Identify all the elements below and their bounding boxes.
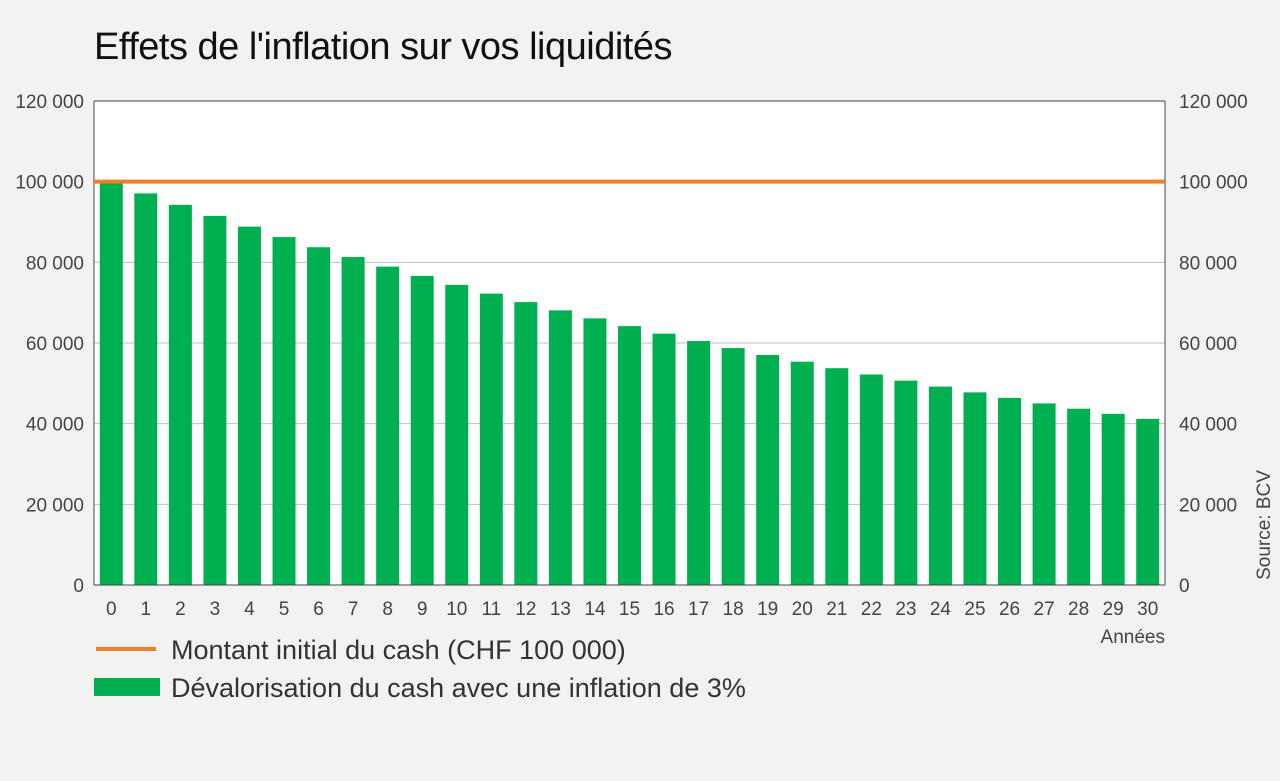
- bar: [894, 380, 918, 585]
- bar: [514, 302, 538, 585]
- x-tick: 25: [964, 599, 985, 620]
- x-tick: 7: [348, 599, 359, 620]
- x-tick: 12: [515, 599, 536, 620]
- x-tick: 21: [826, 599, 847, 620]
- x-tick: 17: [688, 599, 709, 620]
- bar: [134, 193, 158, 585]
- y-tick-left: 100 000: [15, 173, 84, 194]
- x-tick: 20: [792, 599, 813, 620]
- legend-label-bar: Dévalorisation du cash avec une inflatio…: [171, 673, 746, 703]
- bar: [1136, 418, 1160, 585]
- bar: [859, 374, 883, 585]
- bar: [376, 266, 400, 585]
- legend-bar-swatch: [94, 678, 160, 696]
- bar: [998, 397, 1022, 585]
- bar: [756, 354, 780, 585]
- x-tick: 3: [210, 599, 221, 620]
- bar: [721, 348, 745, 585]
- bar: [825, 368, 849, 585]
- x-tick: 28: [1068, 599, 1089, 620]
- bar: [928, 386, 952, 585]
- x-tick: 29: [1103, 599, 1124, 620]
- bar: [203, 215, 227, 585]
- bar: [307, 247, 331, 585]
- x-tick: 22: [861, 599, 882, 620]
- x-tick: 0: [106, 599, 117, 620]
- x-tick: 24: [930, 599, 952, 620]
- x-tick: 27: [1034, 599, 1055, 620]
- legend-label-line: Montant initial du cash (CHF 100 000): [171, 635, 626, 665]
- x-tick: 15: [619, 599, 640, 620]
- y-tick-right: 60 000: [1179, 334, 1237, 355]
- x-tick: 4: [244, 599, 255, 620]
- bar: [341, 257, 365, 585]
- bar: [687, 340, 711, 585]
- bar: [99, 181, 123, 585]
- x-tick: 30: [1137, 599, 1158, 620]
- x-tick: 6: [313, 599, 324, 620]
- bar: [583, 318, 607, 585]
- bar: [652, 333, 676, 585]
- x-tick: 19: [757, 599, 778, 620]
- x-tick: 14: [584, 599, 606, 620]
- x-tick: 26: [999, 599, 1020, 620]
- y-tick-left: 40 000: [26, 415, 84, 436]
- bar: [479, 293, 503, 585]
- y-tick-right: 100 000: [1179, 173, 1248, 194]
- x-tick: 2: [175, 599, 186, 620]
- bar: [1032, 403, 1056, 585]
- x-tick: 9: [417, 599, 428, 620]
- bar: [790, 361, 814, 585]
- y-tick-left: 60 000: [26, 334, 84, 355]
- x-tick: 13: [550, 599, 571, 620]
- y-tick-left: 20 000: [26, 495, 84, 516]
- x-tick: 5: [279, 599, 290, 620]
- bar: [963, 392, 987, 585]
- y-tick-right: 20 000: [1179, 495, 1237, 516]
- bar: [618, 326, 641, 585]
- x-tick: 11: [481, 599, 501, 620]
- x-tick: 23: [895, 599, 916, 620]
- bar: [410, 275, 434, 585]
- bar: [548, 310, 572, 585]
- x-axis-label: Années: [1101, 627, 1165, 648]
- x-tick: 10: [446, 599, 467, 620]
- y-tick-left: 80 000: [26, 253, 84, 274]
- y-tick-right: 120 000: [1179, 92, 1248, 113]
- x-tick: 18: [723, 599, 744, 620]
- y-tick-right: 80 000: [1179, 253, 1237, 274]
- bar: [237, 226, 261, 585]
- y-tick-left: 120 000: [15, 92, 84, 113]
- chart-title: Effets de l'inflation sur vos liquidités: [94, 26, 672, 68]
- bar: [1101, 413, 1125, 585]
- y-tick-right: 0: [1179, 576, 1190, 597]
- bar: [445, 284, 469, 585]
- source-note: Source: BCV: [1254, 470, 1275, 580]
- x-tick: 1: [141, 599, 152, 620]
- y-tick-right: 40 000: [1179, 415, 1237, 436]
- bar: [168, 204, 192, 585]
- bar: [1067, 408, 1091, 585]
- x-tick: 16: [653, 599, 674, 620]
- y-tick-left: 0: [73, 576, 84, 597]
- bar: [272, 237, 296, 585]
- x-tick: 8: [382, 599, 393, 620]
